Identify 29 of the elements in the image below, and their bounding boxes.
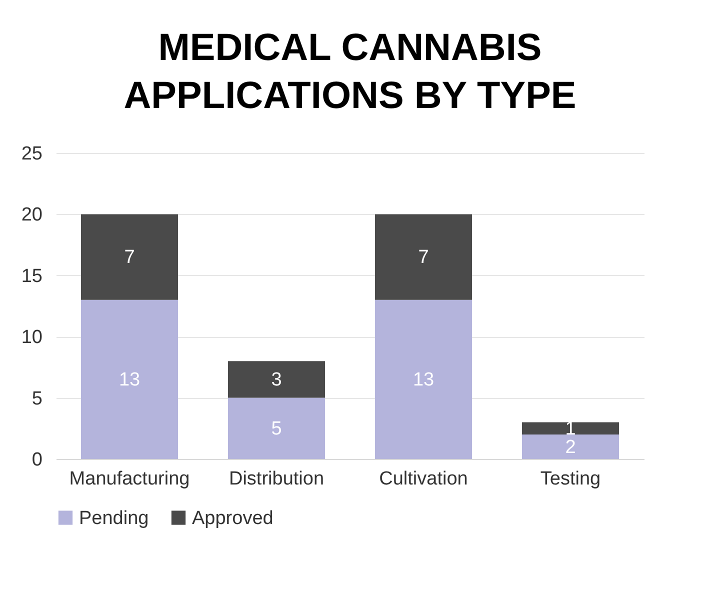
data-label: 2 xyxy=(565,436,576,458)
data-label: 1 xyxy=(565,418,576,440)
legend-label: Pending xyxy=(79,508,149,529)
data-label: 7 xyxy=(124,247,135,268)
bar xyxy=(228,398,326,459)
y-tick-label: 10 xyxy=(21,327,42,348)
bar xyxy=(374,300,472,459)
bar xyxy=(80,300,178,459)
x-tick-label: Distribution xyxy=(228,468,324,490)
y-tick-label: 15 xyxy=(21,266,42,287)
bar xyxy=(228,361,326,398)
data-label: 13 xyxy=(412,369,434,390)
bar xyxy=(522,434,620,459)
data-label: 7 xyxy=(418,247,429,268)
bar xyxy=(522,422,620,435)
x-tick-label: Testing xyxy=(540,468,601,490)
bar xyxy=(80,214,178,300)
y-tick-label: 25 xyxy=(21,144,42,164)
x-tick-label: Manufacturing xyxy=(69,468,190,490)
y-tick-label: 5 xyxy=(32,388,42,410)
y-tick-label: 20 xyxy=(21,204,42,226)
y-tick-label: 0 xyxy=(32,450,42,470)
bar xyxy=(374,214,472,300)
x-tick-label: Cultivation xyxy=(379,468,468,490)
chart-title: MEDICAL CANNABIS APPLICATIONS BY TYPE xyxy=(124,27,576,117)
legend-label: Approved xyxy=(192,508,274,529)
data-label: 13 xyxy=(118,369,140,390)
data-label: 5 xyxy=(271,418,282,440)
data-label: 3 xyxy=(271,369,282,390)
